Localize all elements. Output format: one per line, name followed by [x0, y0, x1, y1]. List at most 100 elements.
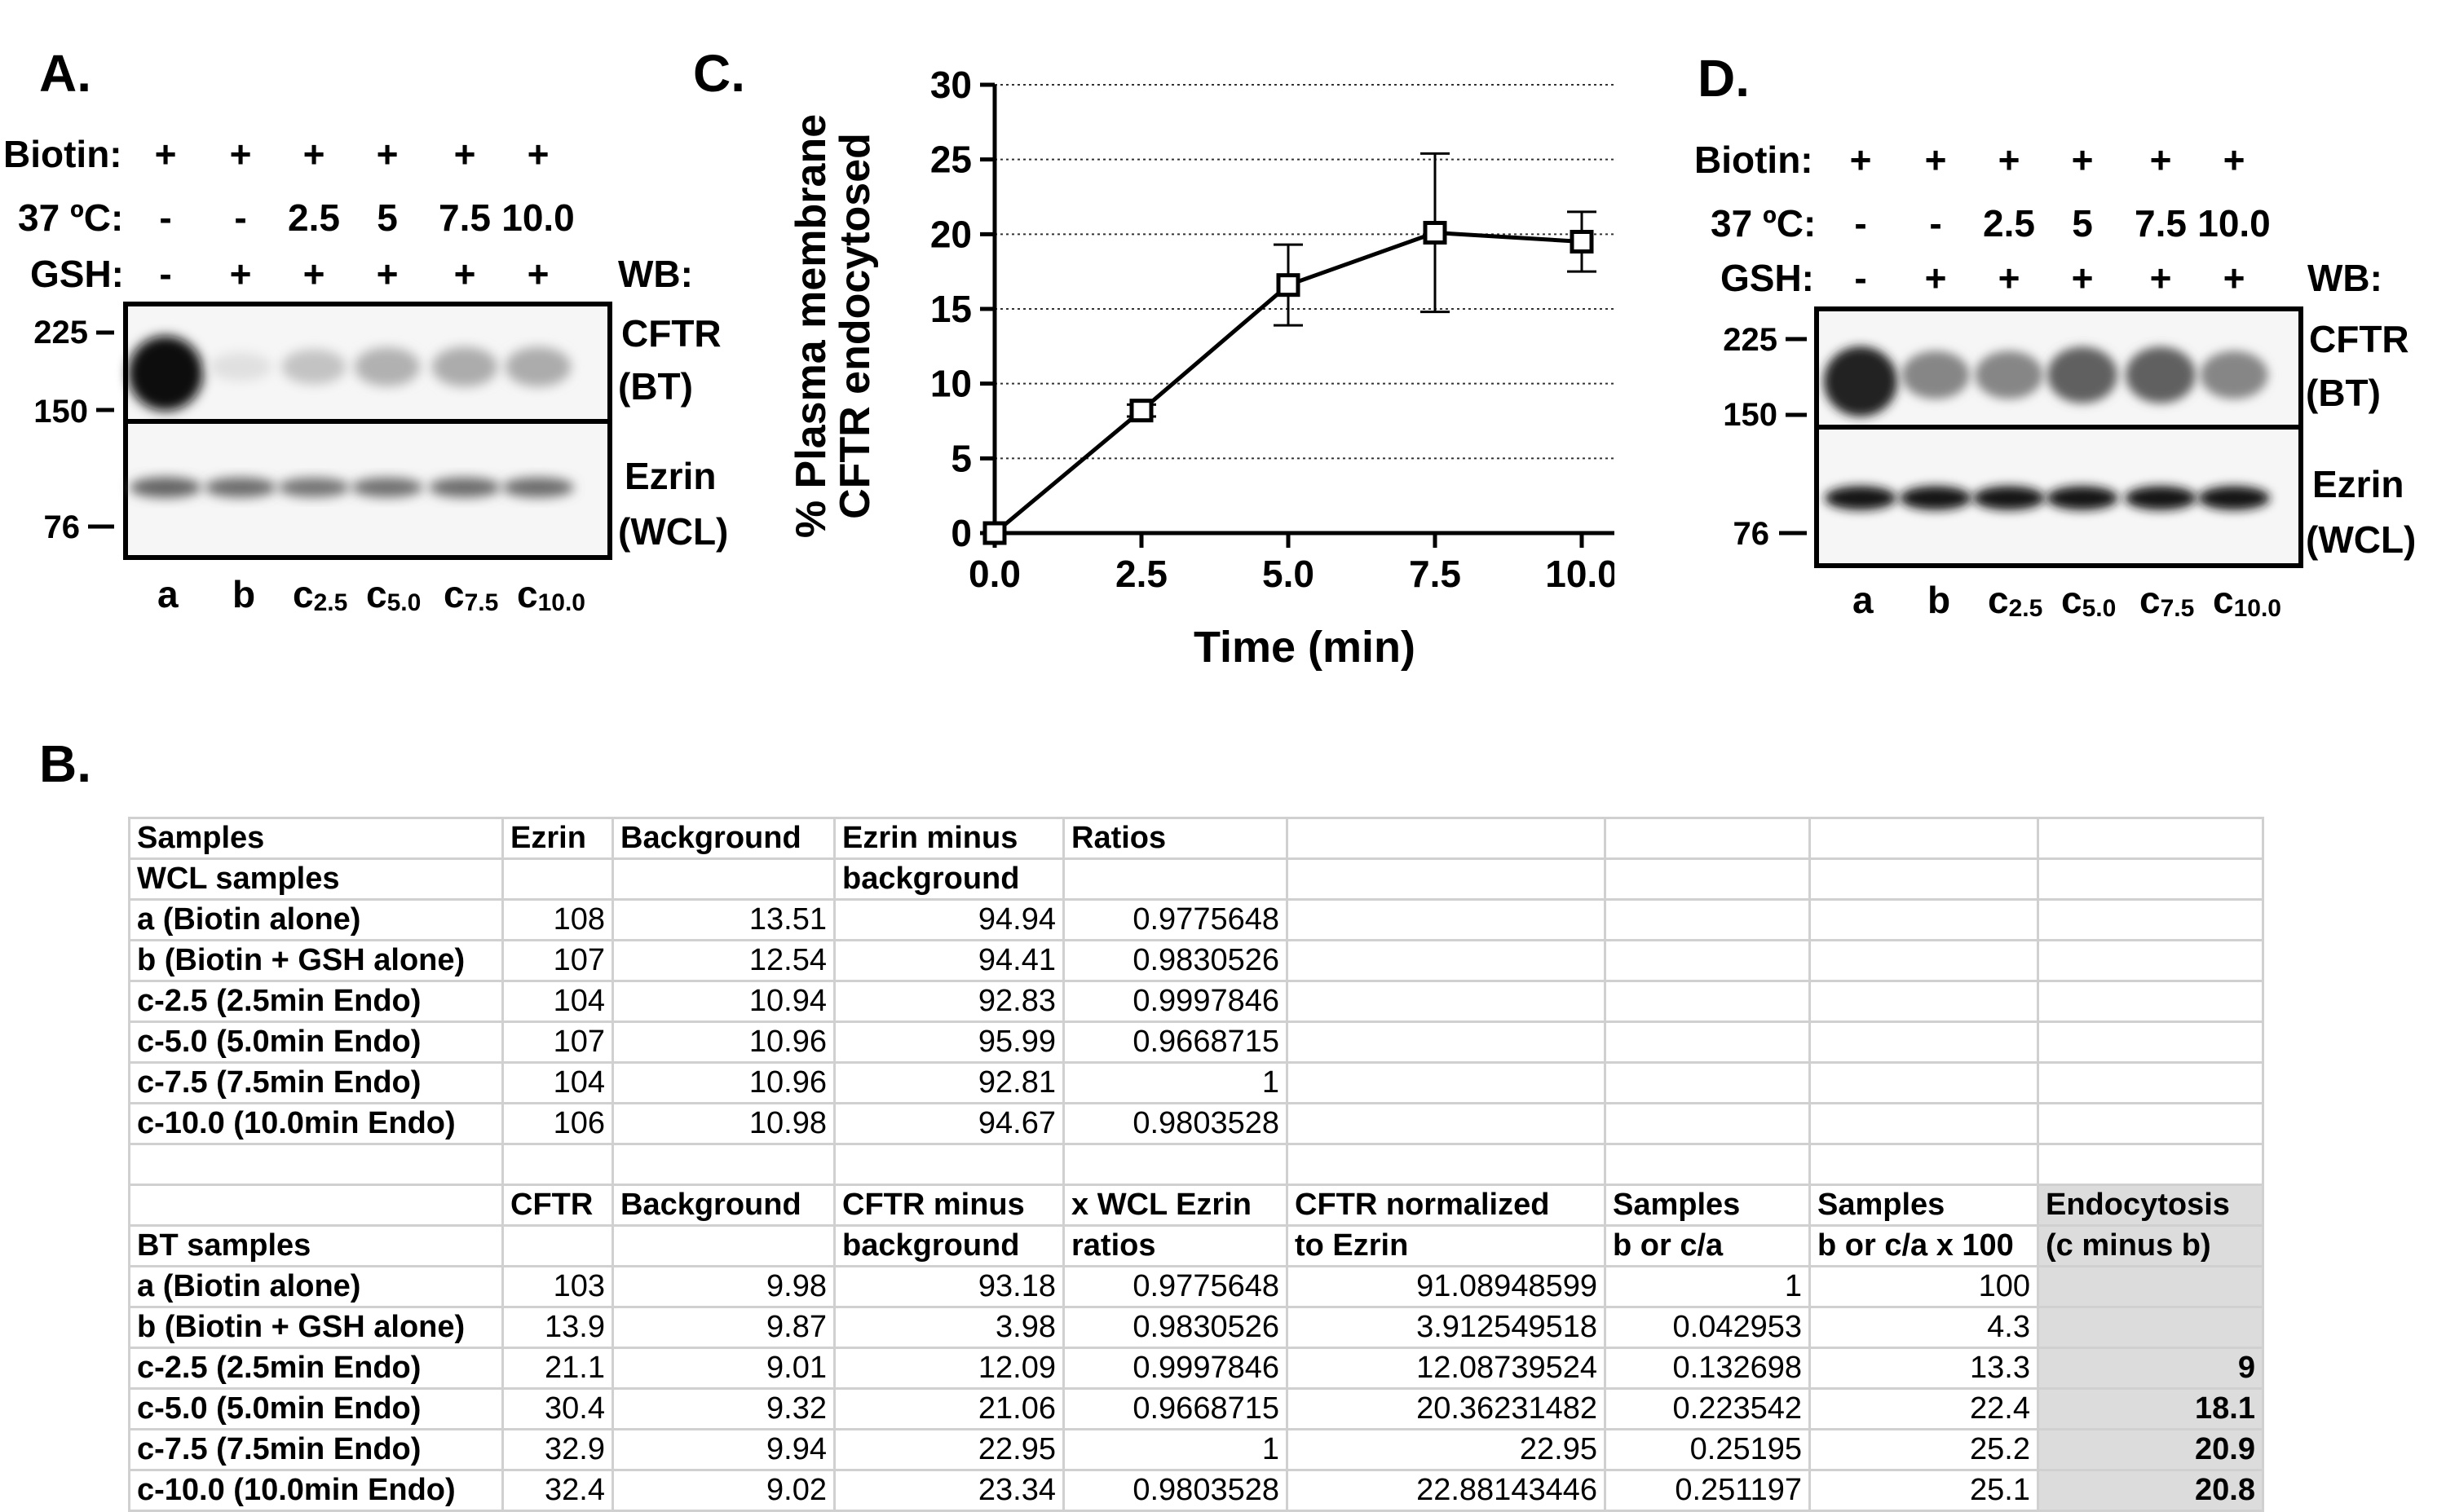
table-cell: 1 — [1062, 1428, 1288, 1471]
treatment-biotin-lane-4: + — [377, 133, 399, 175]
table-cell: 13.9 — [501, 1306, 614, 1349]
table-cell: 0.9668715 — [1062, 1387, 1288, 1430]
table-cell: c-10.0 (10.0min Endo) — [128, 1102, 504, 1145]
lane-label-5: c7.5 — [2139, 579, 2194, 622]
table-cell: Background — [612, 817, 836, 860]
table-cell: CFTR minus — [833, 1184, 1065, 1227]
quantification-table: Samples Ezrin Background Ezrin minus Ratios W… — [128, 817, 2264, 1512]
x-tick-label-2.5: 2.5 — [1115, 553, 1168, 595]
treatment-gsh-lane-3: + — [303, 253, 325, 295]
ezrin-band-lane-1 — [1825, 486, 1896, 510]
table-cell — [2037, 980, 2264, 1023]
table-cell: 103 — [501, 1265, 614, 1308]
table-cell: c-2.5 (2.5min Endo) — [128, 980, 504, 1023]
table-cell: 106 — [501, 1102, 614, 1145]
table-cell — [612, 1143, 836, 1186]
table-row: a (Biotin alone) 108 13.51 94.94 0.9775648 — [128, 898, 2264, 941]
table-cell: 0.9803528 — [1062, 1469, 1288, 1512]
table-cell — [1808, 1143, 2039, 1186]
table-cell — [1062, 1143, 1288, 1186]
wb-label: WB: — [2307, 257, 2382, 299]
table-cell: Samples — [1604, 1184, 1811, 1227]
table-cell — [1286, 1020, 1606, 1064]
treatment-gsh-lane-3: + — [1998, 257, 2020, 299]
table-cell: 20.9 — [2037, 1428, 2264, 1471]
treatment-temp-lane-2: - — [1929, 202, 1941, 245]
table-cell: 94.94 — [833, 898, 1065, 941]
row-label-biotin: Biotin: — [1694, 139, 1813, 181]
marker-150: 150 — [33, 394, 88, 430]
table-cell — [1604, 980, 1811, 1023]
table-cell: 20.36231482 — [1286, 1387, 1606, 1430]
table-cell: 104 — [501, 980, 614, 1023]
table-row: c-2.5 (2.5min Endo) 104 10.94 92.83 0.999784… — [128, 980, 2264, 1023]
table-cell: Endocytosis — [2037, 1184, 2264, 1227]
table-row: c-10.0 (10.0min Endo) 32.4 9.02 23.34 0.9803… — [128, 1469, 2264, 1512]
table-cell — [1604, 1061, 1811, 1104]
row-label-temperature: 37 ºC: — [18, 196, 123, 239]
y-tick-label-10: 10 — [930, 363, 972, 405]
treatment-gsh-lane-2: + — [1925, 257, 1947, 299]
blot-label-wcl: (WCL) — [2306, 518, 2416, 561]
table-cell — [1286, 939, 1606, 982]
table-cell: Samples — [128, 817, 504, 860]
ezrin-band-lane-6 — [2198, 486, 2270, 510]
table-row: c-10.0 (10.0min Endo) 106 10.98 94.67 0.9803… — [128, 1102, 2264, 1145]
x-tick-label-10.0: 10.0 — [1545, 553, 1614, 595]
lane-label-1: a — [1852, 579, 1874, 621]
table-cell: 0.9997846 — [1062, 1347, 1288, 1390]
table-cell: 0.251197 — [1604, 1469, 1811, 1512]
panel-a-title: A. — [39, 44, 91, 103]
table-cell: 108 — [501, 898, 614, 941]
table-cell: 0.9830526 — [1062, 1306, 1288, 1349]
cftr-band-lane-4 — [2047, 346, 2117, 403]
ezrin-band-lane-4 — [351, 477, 423, 498]
cftr-band-lane-1 — [128, 336, 203, 411]
table-cell: 25.2 — [1808, 1428, 2039, 1471]
blot-label-bt: (BT) — [618, 365, 693, 408]
table-cell — [128, 1143, 504, 1186]
marker-225: 225 — [1723, 322, 1777, 358]
table-cell — [2037, 1143, 2264, 1186]
table-cell — [612, 1224, 836, 1267]
table-cell — [1808, 939, 2039, 982]
table-cell — [2037, 1020, 2264, 1064]
table-cell — [501, 1224, 614, 1267]
cftr-band-lane-6 — [505, 346, 572, 387]
table-cell: 32.9 — [501, 1428, 614, 1471]
table-cell: Ratios — [1062, 817, 1288, 860]
table-row: Samples Ezrin Background Ezrin minus Ratios — [128, 817, 2264, 860]
table-cell: c-7.5 (7.5min Endo) — [128, 1061, 504, 1104]
panel-a: A. Biotin: 37 ºC: GSH: WB: + + + + + +- -2.5 5 7… — [3, 44, 728, 616]
treatment-biotin-lane-3: + — [1998, 139, 2020, 181]
marker-76: 76 — [44, 509, 81, 545]
table-cell — [2037, 898, 2264, 941]
lane-label-6: c10.0 — [517, 573, 585, 616]
ezrin-band-lane-1 — [130, 477, 201, 498]
table-cell: WCL samples — [128, 857, 504, 901]
treatment-temp-lane-4: 5 — [2072, 202, 2093, 245]
treatment-biotin-lane-6: + — [2223, 139, 2245, 181]
treatment-biotin-lane-5: + — [454, 133, 476, 175]
table-cell — [1808, 1020, 2039, 1064]
data-point-3 — [1423, 221, 1447, 245]
treatment-biotin-lane-3: + — [303, 133, 325, 175]
table-cell: 22.95 — [1286, 1428, 1606, 1471]
table-cell: 92.81 — [833, 1061, 1065, 1104]
table-cell: 22.88143446 — [1286, 1469, 1606, 1512]
marker-150: 150 — [1723, 397, 1777, 433]
table-cell: 9 — [2037, 1347, 2264, 1390]
data-point-2 — [1276, 273, 1300, 298]
table-cell — [2037, 1061, 2264, 1104]
treatment-temp-lane-5: 7.5 — [2135, 202, 2187, 245]
table-cell: BT samples — [128, 1224, 504, 1267]
table-cell: 104 — [501, 1061, 614, 1104]
table-cell: 0.9803528 — [1062, 1102, 1288, 1145]
table-cell: 13.3 — [1808, 1347, 2039, 1390]
table-row: b (Biotin + GSH alone) 107 12.54 94.41 0.983… — [128, 939, 2264, 982]
table-cell: 30.4 — [501, 1387, 614, 1430]
table-cell: 91.08948599 — [1286, 1265, 1606, 1308]
ezrin-band-lane-2 — [205, 477, 276, 498]
table-cell: 23.34 — [833, 1469, 1065, 1512]
table-cell: background — [833, 1224, 1065, 1267]
